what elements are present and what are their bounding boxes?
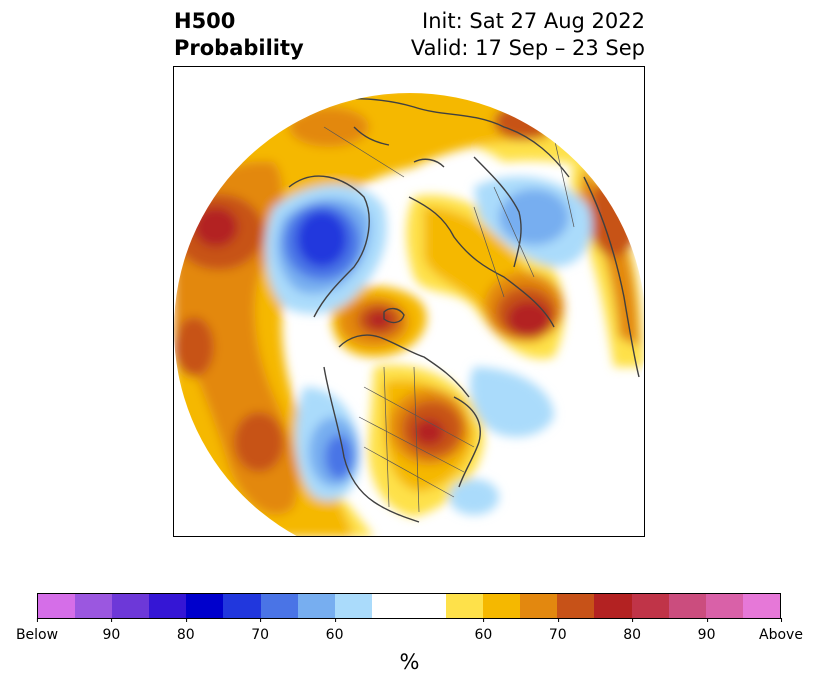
tick-text: 60 <box>325 627 344 643</box>
title-left: H500 Probability <box>174 8 304 62</box>
tick-text: Below <box>15 627 59 643</box>
colorbar-tick-label: Below <box>15 618 59 643</box>
colorbar-below-segment <box>223 594 261 618</box>
colorbar-tick-label: 60 <box>474 618 493 643</box>
tick-text: 90 <box>697 627 716 643</box>
colorbar <box>37 593 781 619</box>
map-panel <box>173 66 645 537</box>
tick-text: 80 <box>623 627 642 643</box>
colorbar-unit: % <box>399 650 420 674</box>
colorbar-tick-label: 90 <box>102 618 121 643</box>
tick-text: 90 <box>102 627 121 643</box>
title-valid: Valid: 17 Sep – 23 Sep <box>410 36 645 60</box>
colorbar-above-segment <box>520 594 558 618</box>
colorbar-below-segment <box>38 594 76 618</box>
colorbar-tick-label: Above <box>759 618 803 643</box>
tick-text: 60 <box>474 627 493 643</box>
colorbar-below-segment <box>75 594 113 618</box>
colorbar-above-segment <box>668 594 706 618</box>
colorbar-tick-label: 60 <box>325 618 344 643</box>
colorbar-above-segment <box>631 594 669 618</box>
colorbar-tick-label: 90 <box>697 618 716 643</box>
colorbar-tick-label: 70 <box>548 618 567 643</box>
colorbar-tick-label: 70 <box>251 618 270 643</box>
colorbar-below-segment <box>297 594 335 618</box>
colorbar-above-segment <box>483 594 521 618</box>
tick-text: 80 <box>176 627 195 643</box>
title-right: Init: Sat 27 Aug 2022 Valid: 17 Sep – 23… <box>411 8 645 62</box>
tick-text: Above <box>759 627 803 643</box>
colorbar-above-segment <box>742 594 780 618</box>
colorbar-below-segment <box>112 594 150 618</box>
colorbar-above-segment <box>594 594 632 618</box>
colorbar-below-segment <box>149 594 187 618</box>
colorbar-above-segment <box>557 594 595 618</box>
colorbar-above-segment <box>446 594 484 618</box>
colorbar-below-segment <box>334 594 372 618</box>
tick-text: 70 <box>548 627 567 643</box>
colorbar-neutral-segment <box>371 594 447 618</box>
title-init: Init: Sat 27 Aug 2022 <box>422 9 645 33</box>
colorbar-below-segment <box>260 594 298 618</box>
colorbar-below-segment <box>186 594 224 618</box>
polar-map <box>174 93 644 536</box>
colorbar-above-segment <box>705 594 743 618</box>
probability-field <box>174 93 644 536</box>
colorbar-ticks: Below 90 80 70 60 60 70 80 90 Above <box>16 618 803 643</box>
title-product: Probability <box>174 36 304 60</box>
colorbar-tick-label: 80 <box>623 618 642 643</box>
title-variable: H500 <box>174 9 236 33</box>
tick-text: 70 <box>251 627 270 643</box>
colorbar-tick-label: 80 <box>176 618 195 643</box>
